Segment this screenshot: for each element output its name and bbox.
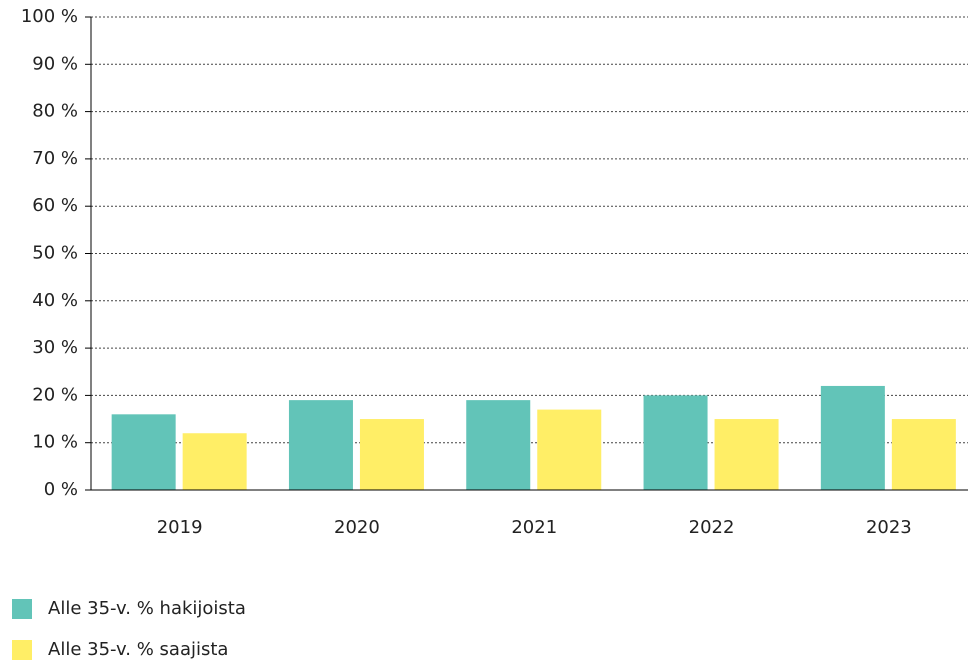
bar [466,400,531,490]
x-tick-label: 2021 [511,517,557,538]
bar [820,385,885,490]
bar [359,419,424,490]
y-tick-label: 10 % [32,432,78,453]
y-tick-label: 60 % [32,195,78,216]
y-tick-label: 0 % [44,479,78,500]
bar [537,409,602,490]
bar [643,395,708,490]
x-tick-label: 2022 [689,517,735,538]
legend-label: Alle 35-v. % saajista [48,639,228,660]
y-tick-label: 20 % [32,384,78,405]
y-tick-label: 30 % [32,337,78,358]
bar [111,414,176,490]
y-tick-label: 100 % [21,6,78,27]
legend-swatch [12,599,32,619]
x-tick-label: 2020 [334,517,380,538]
x-tick-label: 2023 [866,517,912,538]
bar [288,400,353,490]
legend-swatch [12,640,32,660]
y-tick-label: 50 % [32,243,78,264]
bar [891,419,956,490]
y-tick-label: 40 % [32,290,78,311]
x-tick-label: 2019 [157,517,203,538]
y-tick-label: 80 % [32,101,78,122]
legend-label: Alle 35-v. % hakijoista [48,598,246,619]
y-tick-label: 70 % [32,148,78,169]
y-tick-label: 90 % [32,53,78,74]
bar [182,433,247,490]
bar [714,419,779,490]
